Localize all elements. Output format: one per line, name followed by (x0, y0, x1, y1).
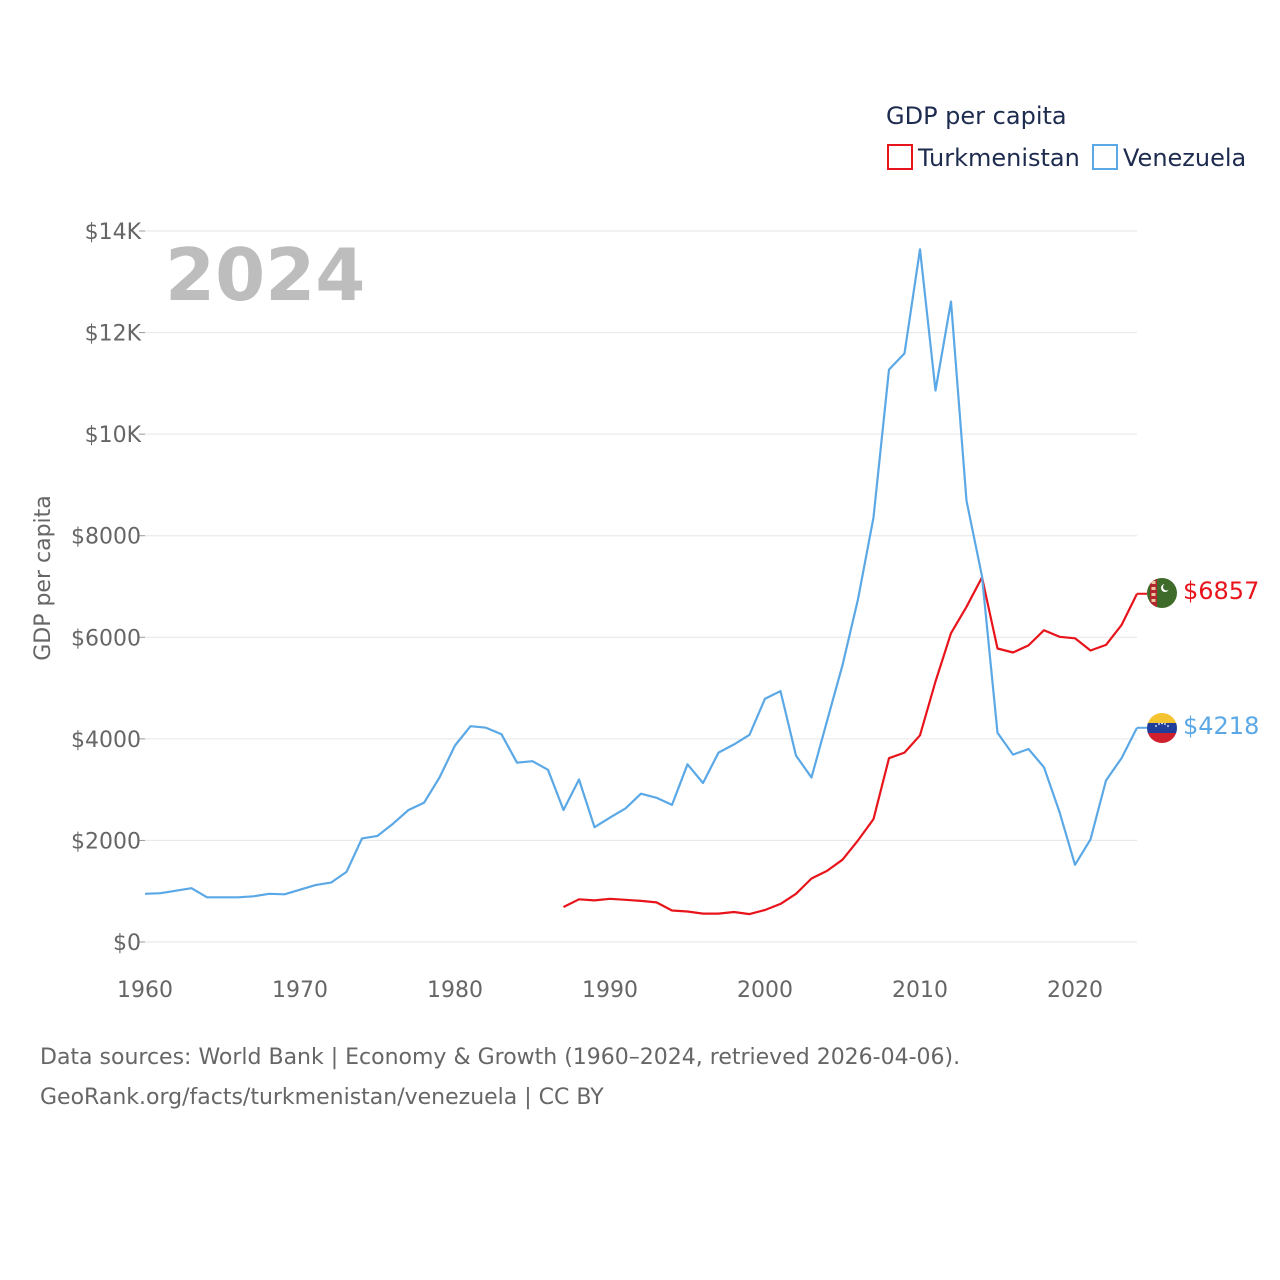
series-line-turkmenistan (563, 576, 1138, 916)
legend-title: GDP per capita (886, 102, 1067, 130)
x-tick-label: 1960 (117, 978, 173, 1003)
legend-swatch-venezuela (1092, 144, 1118, 170)
source-line-1: Data sources: World Bank | Economy & Gro… (40, 1045, 961, 1070)
x-tick-label: 1970 (272, 978, 328, 1003)
y-tick-label: $4000 (71, 728, 141, 753)
year-watermark: 2024 (165, 233, 365, 317)
gdp-per-capita-chart: GDP per capita Turkmenistan Venezuela $0… (31, 102, 1259, 1003)
y-tick-label: $2000 (71, 829, 141, 854)
gridlines (145, 230, 1137, 943)
end-value-turkmenistan: $6857 (1183, 577, 1259, 605)
x-tick-label: 2000 (737, 978, 793, 1003)
y-axis-label: GDP per capita (31, 495, 56, 661)
legend-label-turkmenistan: Turkmenistan (917, 144, 1080, 172)
turkmenistan-flag-icon (1147, 578, 1177, 608)
y-tick-label: $8000 (71, 525, 141, 550)
x-axis-ticks: 1960 1970 1980 1990 2000 2010 2020 (117, 978, 1103, 1003)
legend-label-venezuela: Venezuela (1123, 144, 1246, 172)
y-tick-label: $14K (85, 220, 142, 245)
x-tick-label: 2020 (1047, 978, 1103, 1003)
x-tick-label: 1990 (582, 978, 638, 1003)
x-tick-label: 2010 (892, 978, 948, 1003)
end-value-venezuela: $4218 (1183, 712, 1259, 740)
x-tick-label: 1980 (427, 978, 483, 1003)
y-tick-label: $0 (113, 931, 141, 956)
y-axis-ticks: $0 $2000 $4000 $6000 $8000 $10K $12K $14K (71, 220, 145, 956)
legend-swatch-turkmenistan (887, 144, 913, 170)
y-tick-label: $6000 (71, 626, 141, 651)
series-line-venezuela (144, 248, 1138, 899)
venezuela-flag-icon (1147, 713, 1177, 743)
y-tick-label: $10K (85, 423, 142, 448)
y-tick-label: $12K (85, 322, 142, 347)
source-line-2[interactable]: GeoRank.org/facts/turkmenistan/venezuela… (40, 1085, 604, 1110)
